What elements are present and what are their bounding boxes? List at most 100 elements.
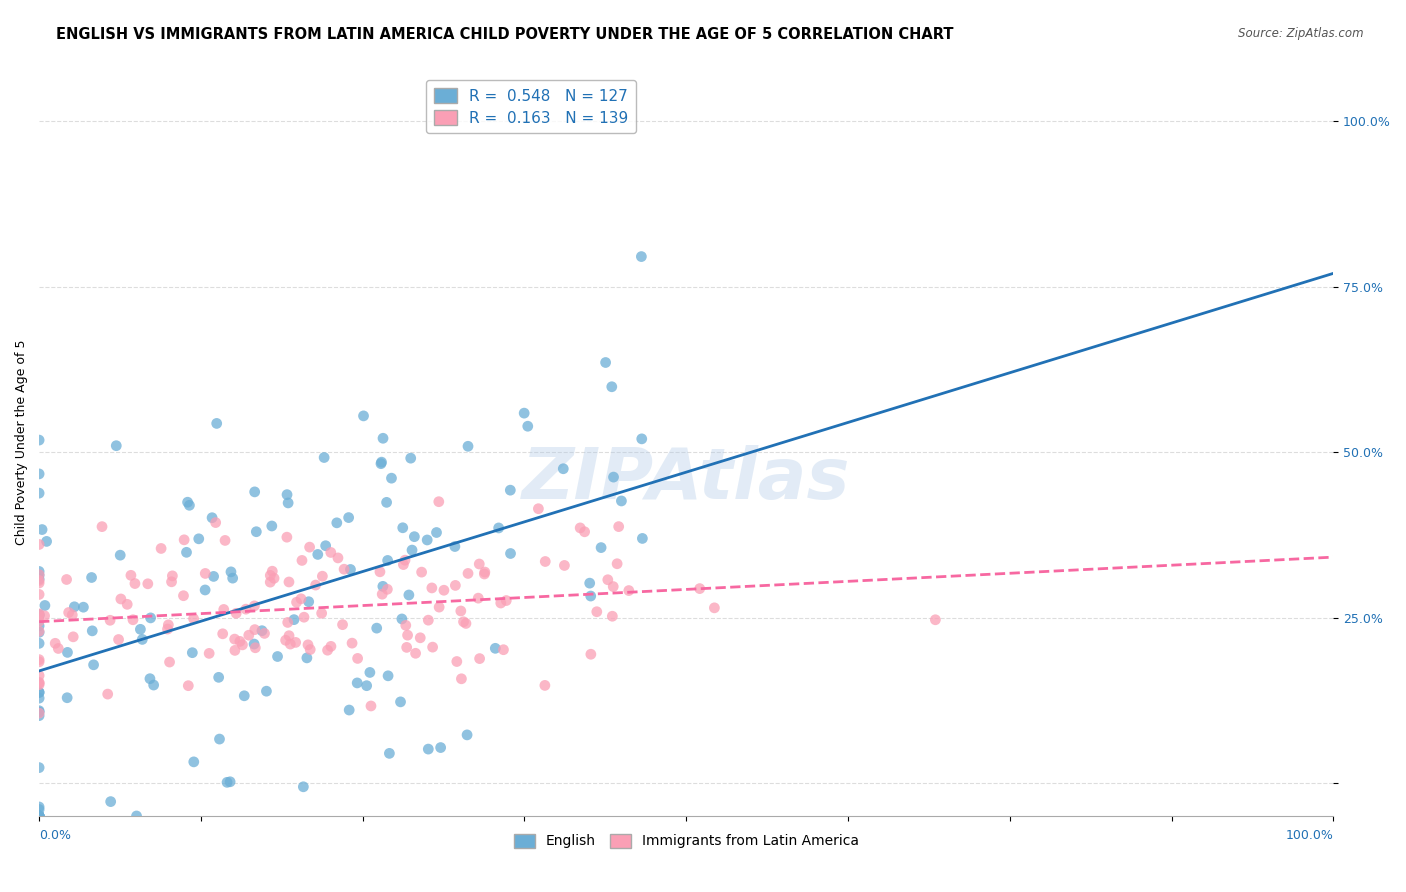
Point (371, 587, 394, 601)
Point (250, 624, 273, 638)
Point (139, 611, 162, 625)
Point (689, 582, 711, 596)
Point (600, 380, 623, 394)
Point (125, 809, 148, 823)
Point (326, 550, 349, 565)
Point (58, 606, 80, 620)
Point (181, 646, 204, 660)
Point (630, 432, 652, 446)
Point (591, 541, 613, 555)
Point (405, 646, 427, 660)
Point (215, 775, 238, 789)
Point (285, 595, 308, 609)
Point (28, 574, 51, 588)
Point (492, 642, 515, 657)
Point (238, 628, 260, 642)
Point (28, 809, 51, 823)
Point (28, 800, 51, 814)
Point (409, 631, 432, 645)
Point (28, 809, 51, 823)
Point (205, 417, 228, 431)
Point (630, 250, 652, 264)
Point (82, 624, 104, 638)
Point (315, 539, 337, 553)
Point (359, 665, 381, 680)
Point (337, 510, 360, 524)
Point (371, 579, 394, 593)
Point (122, 613, 145, 627)
Text: Source: ZipAtlas.com: Source: ZipAtlas.com (1239, 27, 1364, 40)
Point (253, 626, 276, 640)
Point (28, 705, 51, 719)
Point (534, 554, 557, 568)
Text: 100.0%: 100.0% (1285, 830, 1333, 842)
Point (606, 557, 628, 571)
Point (198, 646, 221, 660)
Point (444, 540, 467, 554)
Point (28, 809, 51, 823)
Point (398, 588, 420, 602)
Point (337, 703, 360, 717)
Point (297, 638, 319, 652)
Point (602, 609, 624, 624)
Point (319, 640, 342, 654)
Point (368, 565, 391, 579)
Point (219, 774, 242, 789)
Point (553, 461, 575, 475)
Point (427, 494, 450, 508)
Point (314, 450, 336, 465)
Point (377, 553, 399, 567)
Point (579, 647, 602, 661)
Point (201, 510, 224, 524)
Point (366, 621, 388, 635)
Point (332, 617, 354, 632)
Point (276, 488, 298, 502)
Point (83, 657, 105, 672)
Point (574, 524, 596, 539)
Legend: English, Immigrants from Latin America: English, Immigrants from Latin America (509, 828, 865, 854)
Point (243, 484, 266, 499)
Point (468, 557, 491, 571)
Point (631, 532, 654, 546)
Point (120, 568, 142, 582)
Point (391, 521, 413, 535)
Point (208, 670, 231, 684)
Point (291, 553, 314, 567)
Point (28, 691, 51, 706)
Point (28, 619, 51, 633)
Point (456, 728, 478, 742)
Point (91, 519, 114, 533)
Point (28, 655, 51, 669)
Point (346, 676, 368, 690)
Point (157, 618, 180, 632)
Point (333, 562, 356, 576)
Point (28, 607, 51, 621)
Point (311, 606, 333, 620)
Point (375, 495, 398, 509)
Point (370, 455, 392, 469)
Point (411, 565, 433, 579)
Point (28, 565, 51, 579)
Point (346, 651, 368, 665)
Point (194, 582, 217, 597)
Point (316, 643, 339, 657)
Point (224, 632, 246, 646)
Point (115, 597, 138, 611)
Point (28, 653, 51, 667)
Point (488, 521, 510, 535)
Point (610, 494, 633, 508)
Point (44, 636, 66, 650)
Point (62, 630, 84, 644)
Point (356, 679, 378, 693)
Point (98, 613, 121, 627)
Point (474, 566, 496, 581)
Point (28, 625, 51, 640)
Point (204, 516, 226, 530)
Point (304, 578, 326, 592)
Point (401, 543, 423, 558)
Point (212, 602, 235, 616)
Point (28, 636, 51, 650)
Point (221, 571, 243, 585)
Point (394, 553, 416, 567)
Point (569, 521, 592, 535)
